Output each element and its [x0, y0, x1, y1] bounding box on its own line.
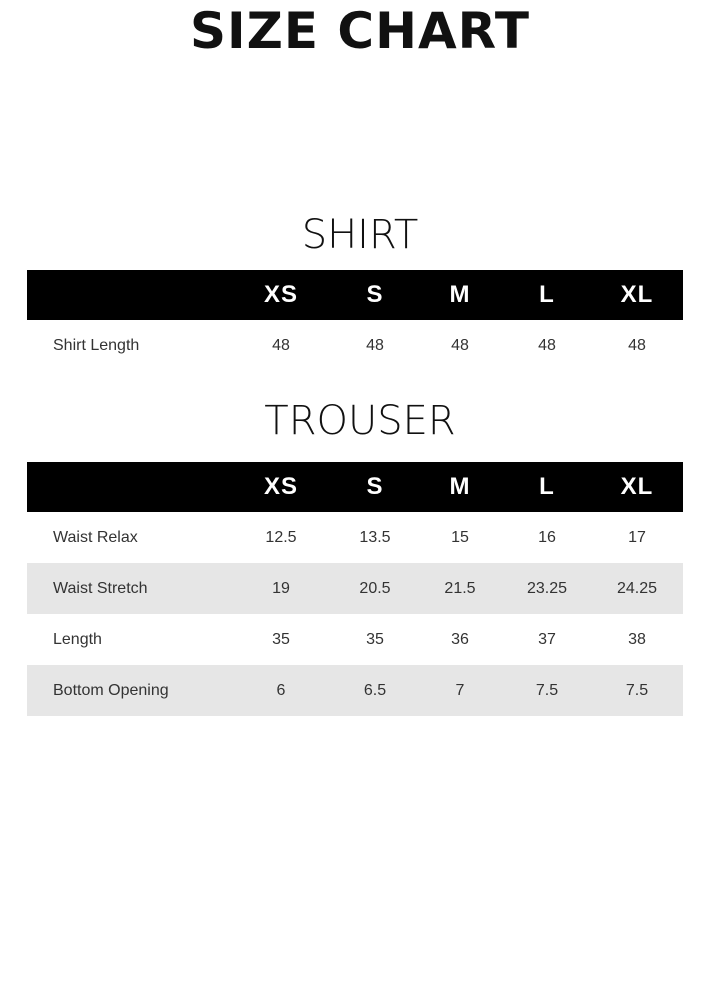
measurement-cell: 17: [628, 528, 646, 546]
measurement-cell: 13.5: [359, 528, 391, 546]
row-label: Length: [53, 630, 102, 648]
page-title: SIZE CHART: [189, 2, 531, 60]
measurement-cell: 15: [451, 528, 469, 546]
measurement-cell: 36: [451, 630, 469, 648]
size-header-l: L: [539, 281, 555, 308]
size-header-s: S: [366, 473, 384, 500]
header-row: XS S M L XL: [27, 270, 683, 320]
size-header-l: L: [539, 473, 555, 500]
table-row: Waist Stretch 19 20.5 21.5 23.25 24.25: [27, 563, 683, 614]
size-header-m: M: [449, 281, 471, 308]
measurement-cell: 48: [272, 336, 290, 354]
measurement-cell: 7.5: [535, 681, 559, 699]
trouser-section-title: TROUSER: [264, 398, 456, 444]
measurement-cell: 23.25: [526, 579, 568, 597]
measurement-cell: 6: [276, 681, 286, 699]
measurement-cell: 37: [538, 630, 556, 648]
measurement-cell: 21.5: [444, 579, 476, 597]
measurement-cell: 7: [455, 681, 465, 699]
measurement-cell: 24.25: [616, 579, 658, 597]
row-label: Waist Stretch: [53, 579, 148, 597]
table-row: Bottom Opening 6 6.5 7 7.5 7.5: [27, 665, 683, 716]
trouser-table: XS S M L XL Waist Relax 12.5 13.5 15 16 17 Waist St…: [27, 462, 683, 716]
measurement-cell: 16: [538, 528, 556, 546]
measurement-cell: 48: [628, 336, 646, 354]
shirt-table: XS S M L XL Shirt Length 48 48 48 48 48: [27, 270, 683, 371]
measurement-cell: 48: [538, 336, 556, 354]
size-header-xl: XL: [620, 473, 654, 500]
measurement-cell: 48: [451, 336, 469, 354]
measurement-cell: 7.5: [625, 681, 649, 699]
measurement-cell: 48: [366, 336, 384, 354]
measurement-cell: 6.5: [363, 681, 387, 699]
size-header-m: M: [449, 473, 471, 500]
measurement-cell: 19: [272, 579, 290, 597]
row-label: Bottom Opening: [53, 681, 169, 699]
size-header-s: S: [366, 281, 384, 308]
table-row: Waist Relax 12.5 13.5 15 16 17: [27, 512, 683, 563]
size-header-xs: XS: [263, 473, 298, 500]
measurement-cell: 20.5: [359, 579, 391, 597]
header-row: XS S M L XL: [27, 462, 683, 512]
measurement-cell: 35: [366, 630, 384, 648]
shirt-section-title: SHIRT: [301, 212, 419, 258]
table-row: Shirt Length 48 48 48 48 48: [27, 320, 683, 371]
measurement-cell: 38: [628, 630, 646, 648]
table-row: Length 35 35 36 37 38: [27, 614, 683, 665]
row-label: Shirt Length: [53, 336, 140, 354]
measurement-cell: 35: [272, 630, 290, 648]
size-header-xl: XL: [620, 281, 654, 308]
row-label: Waist Relax: [53, 528, 138, 546]
size-header-xs: XS: [263, 281, 298, 308]
measurement-cell: 12.5: [265, 528, 297, 546]
